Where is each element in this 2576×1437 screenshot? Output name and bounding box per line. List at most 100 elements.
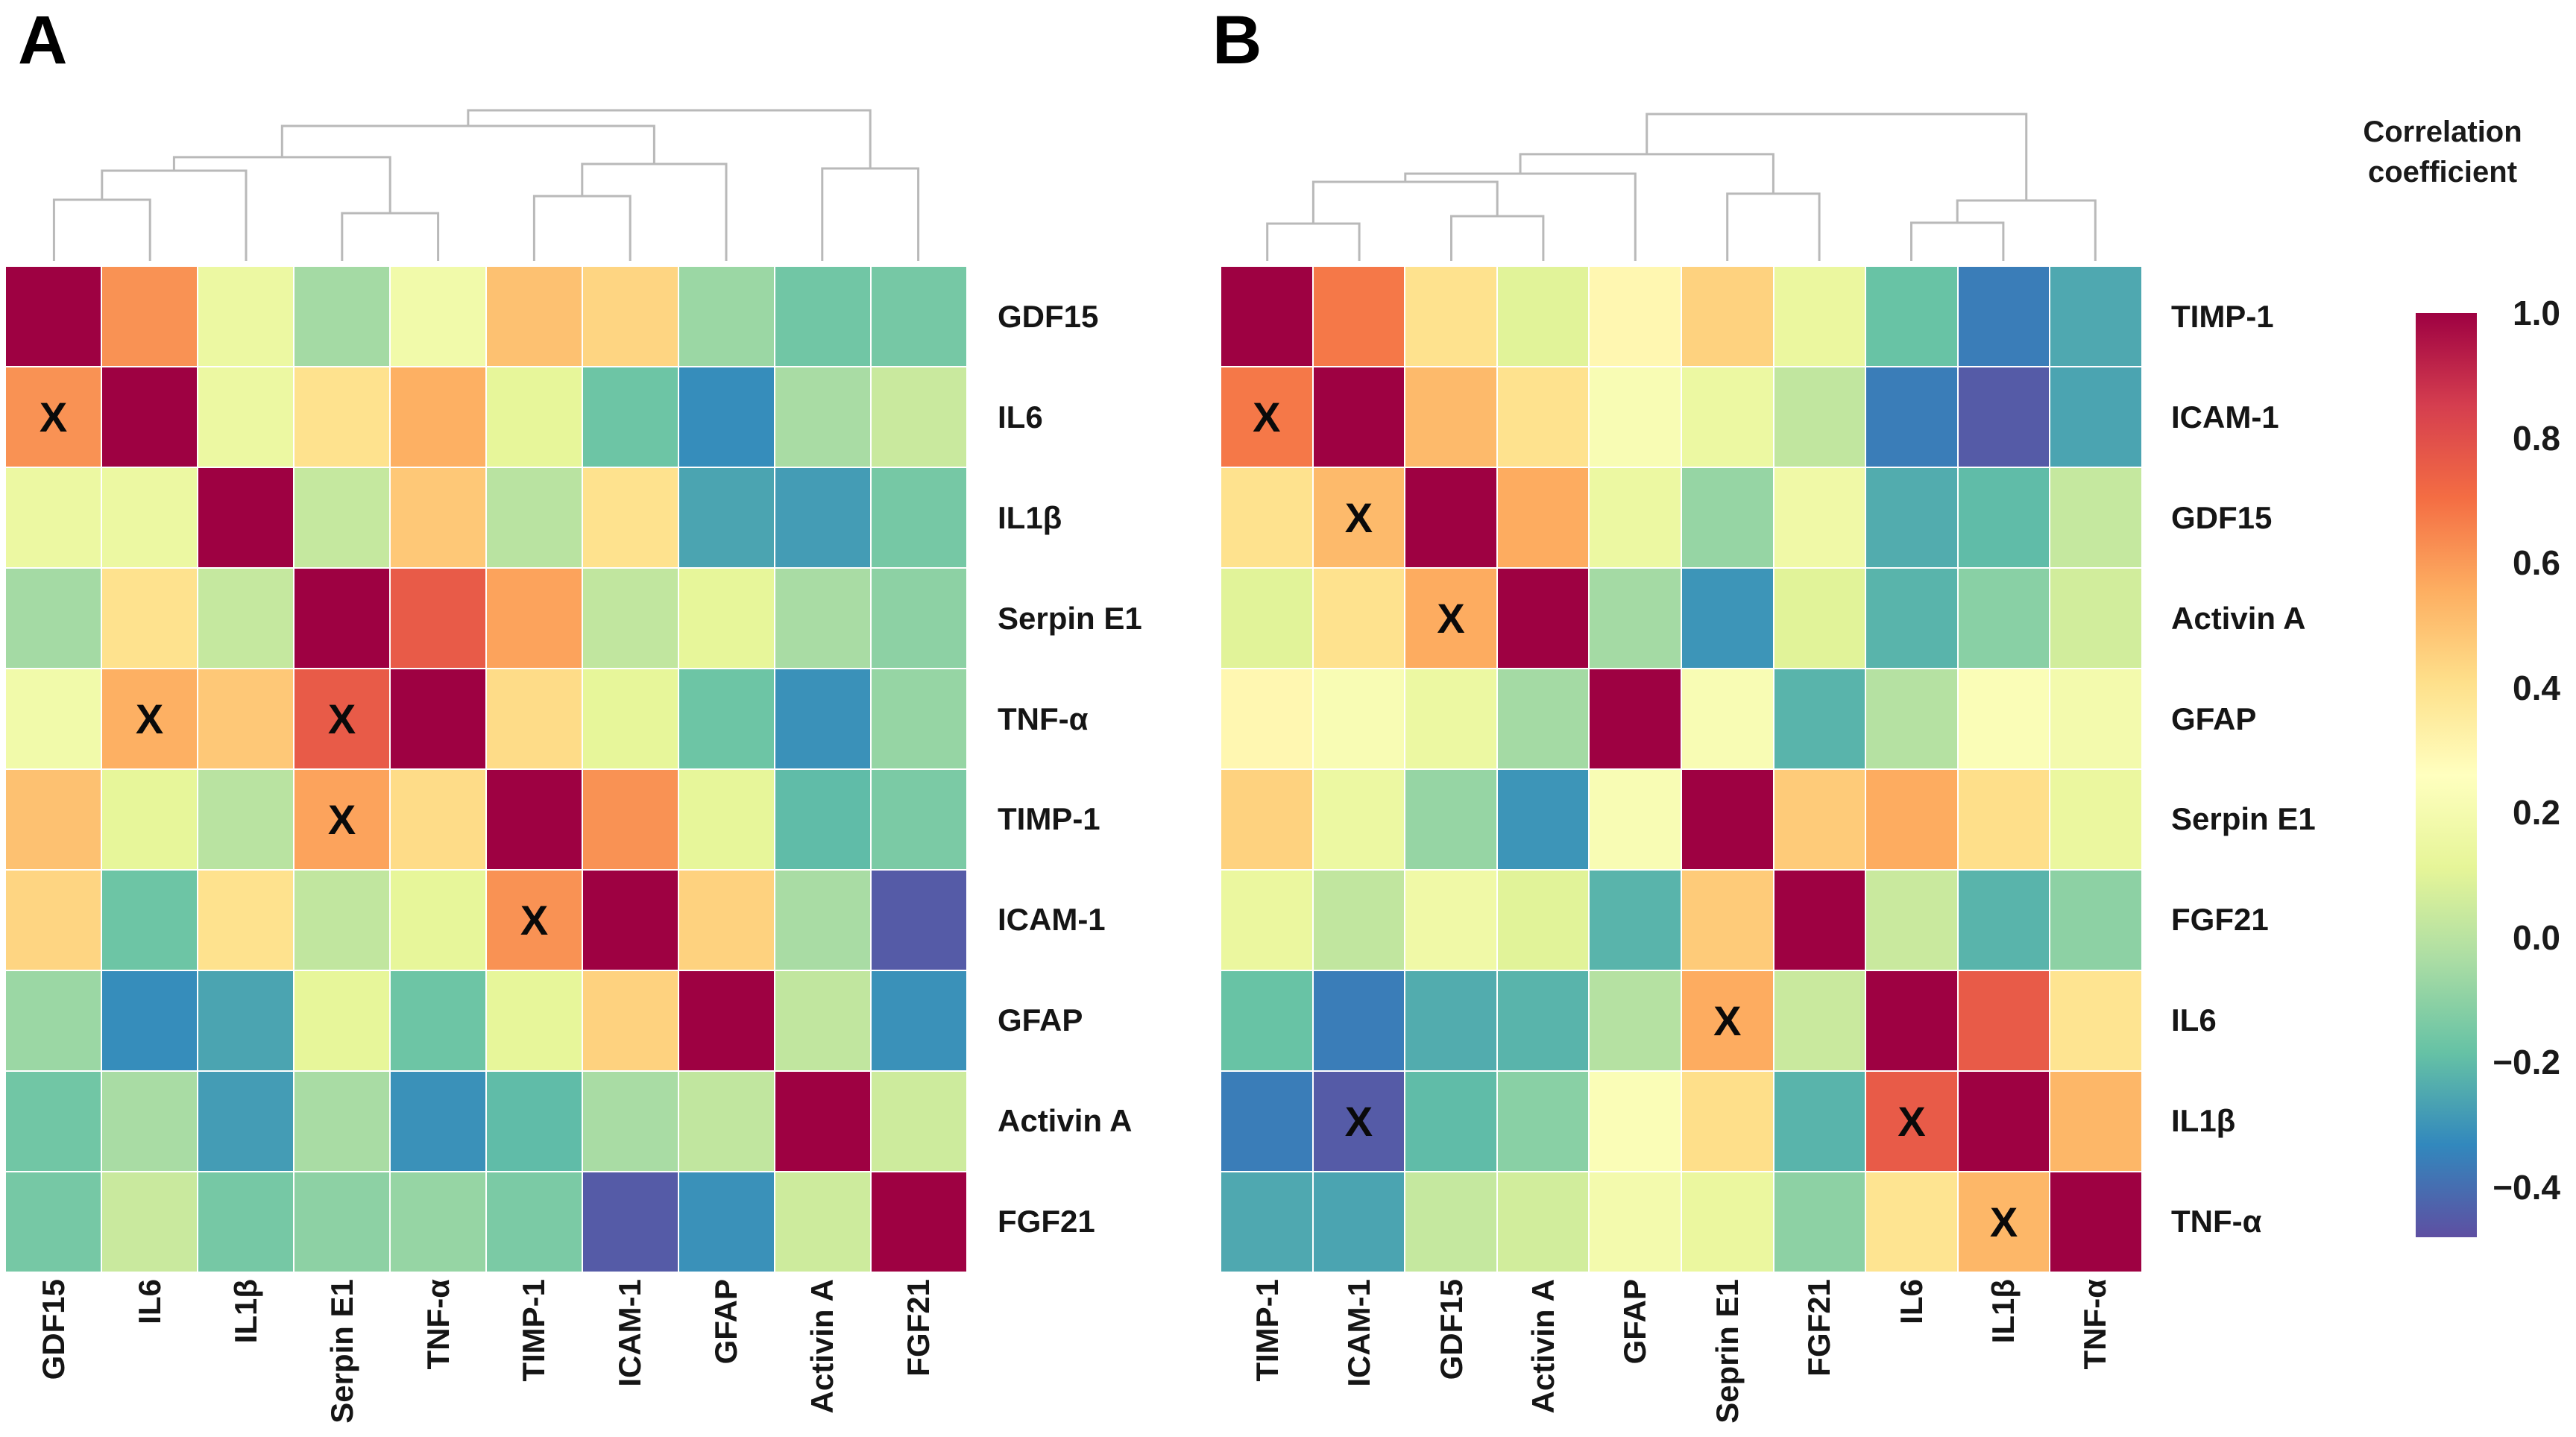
heatmap-cell [1866, 367, 1957, 467]
heatmap-cell [872, 569, 966, 668]
heatmap-cell [1774, 669, 1865, 768]
heatmap-cell [872, 468, 966, 567]
heatmap-cell [1405, 871, 1496, 970]
colorbar-title-line1: Correlation [2363, 116, 2522, 148]
heatmap-cell [391, 669, 485, 768]
significance-x-mark: X [520, 896, 549, 944]
heatmap-cell [775, 669, 870, 768]
heatmap-cell [1774, 367, 1865, 467]
row-label: TNF-α [2171, 1203, 2262, 1239]
heatmap-cell [1221, 468, 1312, 567]
row-label: Serpin E1 [2171, 801, 2316, 837]
heatmap-cell [1590, 871, 1681, 970]
col-label: FGF21 [1801, 1279, 1837, 1377]
heatmap-cell [1313, 1172, 1405, 1272]
heatmap-cell [872, 871, 966, 970]
heatmap-cell [1774, 468, 1865, 567]
heatmap-cell [872, 669, 966, 768]
heatmap-cell [198, 871, 293, 970]
heatmap-cell [1590, 1172, 1681, 1272]
heatmap-cell [2050, 669, 2141, 768]
dendrogram-panel-a [52, 109, 920, 261]
heatmap-cell [872, 1072, 966, 1171]
row-label: GFAP [998, 1002, 1083, 1038]
heatmap-cell [1313, 267, 1405, 366]
heatmap-cell [1866, 669, 1957, 768]
heatmap-cell [1866, 971, 1957, 1070]
heatmap-cell [1221, 1072, 1312, 1171]
heatmap-cell [487, 669, 582, 768]
col-label: GDF15 [36, 1279, 72, 1380]
heatmap-cell [583, 367, 678, 467]
heatmap-cell [1681, 468, 1773, 567]
dendrogram-link [1311, 180, 1499, 224]
heatmap-cell [1497, 569, 1589, 668]
heatmap-cell [6, 871, 101, 970]
heatmap-cell [198, 1072, 293, 1171]
heatmap-cell [6, 971, 101, 1070]
heatmap-cell [102, 1072, 197, 1171]
heatmap-cell [1590, 267, 1681, 366]
heatmap-cell [872, 770, 966, 869]
heatmap-cell [1590, 1072, 1681, 1171]
heatmap-cell [1221, 669, 1312, 768]
heatmap-cell [198, 367, 293, 467]
col-label: IL6 [132, 1279, 168, 1324]
heatmap-cell [1958, 1072, 2050, 1171]
heatmap-cell [1681, 669, 1773, 768]
heatmap-cell [775, 367, 870, 467]
row-label: FGF21 [2171, 902, 2269, 938]
heatmap-cell [679, 367, 774, 467]
heatmap-cell [583, 871, 678, 970]
heatmap-cell [391, 468, 485, 567]
dendrogram-link [52, 198, 151, 261]
col-label: Activin A [804, 1279, 840, 1414]
heatmap-cell [1590, 770, 1681, 869]
heatmap-cell: X [6, 367, 101, 467]
heatmap-cell [1497, 1172, 1589, 1272]
heatmap-cell [1774, 569, 1865, 668]
heatmap-cell [1681, 1172, 1773, 1272]
heatmap-cell [1405, 468, 1496, 567]
significance-x-mark: X [1344, 1097, 1373, 1145]
heatmap-cell [1497, 468, 1589, 567]
heatmap-cell [487, 367, 582, 467]
heatmap-cell [1405, 770, 1496, 869]
heatmap-cell [295, 1172, 389, 1272]
significance-x-mark: X [135, 695, 164, 742]
heatmap-cell [2050, 468, 2141, 567]
heatmap-cell [1590, 367, 1681, 467]
col-label: GFAP [708, 1279, 743, 1365]
heatmap-cell [102, 367, 197, 467]
heatmap-cell [1681, 569, 1773, 668]
heatmap-cell [583, 468, 678, 567]
heatmap-cell [1590, 569, 1681, 668]
heatmap-cell [1497, 669, 1589, 768]
heatmap-cell [1497, 267, 1589, 366]
col-label: Seprin E1 [1709, 1279, 1745, 1424]
row-label: TNF-α [998, 701, 1089, 736]
colorbar-tick-label: 0.6 [2513, 543, 2560, 583]
colorbar-tick-label: 0.8 [2513, 418, 2560, 458]
significance-x-mark: X [327, 695, 356, 742]
heatmap-cell [1958, 871, 2050, 970]
heatmap-cell [391, 971, 485, 1070]
heatmap-cell [1681, 770, 1773, 869]
col-label: GDF15 [1433, 1279, 1469, 1380]
heatmap-cell [2050, 1172, 2141, 1272]
col-label: IL1β [1985, 1279, 2021, 1344]
col-label: TIMP-1 [516, 1279, 552, 1382]
heatmap-cell [2050, 871, 2141, 970]
heatmap-cell [679, 669, 774, 768]
heatmap-cell [1313, 669, 1405, 768]
heatmap-cell [487, 468, 582, 567]
heatmap-cell [2050, 367, 2141, 467]
heatmap-cell [2050, 569, 2141, 668]
row-label: IL6 [2171, 1002, 2217, 1038]
significance-x-mark: X [1713, 997, 1742, 1044]
heatmap-cell [1497, 1072, 1589, 1171]
heatmap-cell [102, 971, 197, 1070]
heatmap-cell [1958, 367, 2050, 467]
heatmap-cell: X [1405, 569, 1496, 668]
dendrogram-link [101, 169, 248, 261]
